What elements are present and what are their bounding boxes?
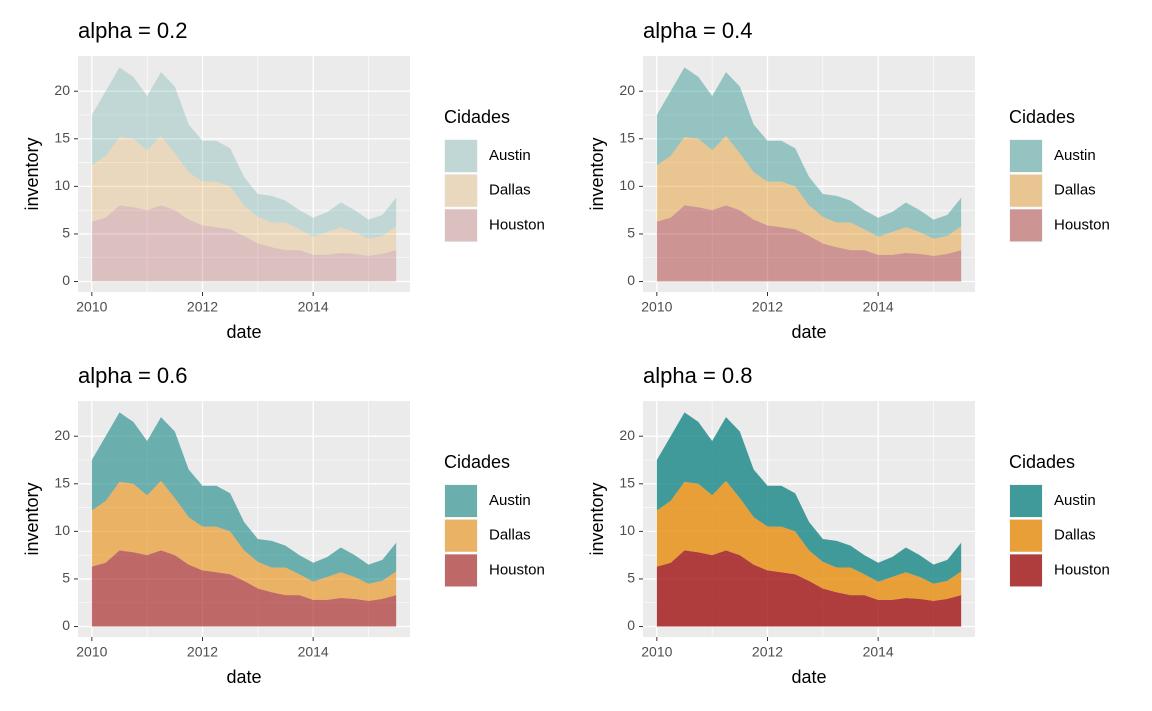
chart-title: alpha = 0.8 bbox=[643, 363, 752, 388]
legend-label: Dallas bbox=[489, 182, 531, 199]
legend-key bbox=[445, 174, 477, 207]
y-axis-title: inventory bbox=[22, 482, 42, 555]
legend-label: Houston bbox=[1054, 216, 1110, 233]
y-tick-label: 0 bbox=[627, 617, 635, 633]
x-tick-label: 2014 bbox=[863, 644, 894, 660]
area bbox=[656, 480, 962, 601]
legend-key bbox=[445, 519, 477, 552]
legend-key bbox=[445, 140, 477, 172]
y-tick-label: 15 bbox=[54, 474, 70, 490]
legend-title: Cidades bbox=[444, 452, 510, 472]
legend-key bbox=[1010, 209, 1042, 242]
y-axis-title: inventory bbox=[587, 482, 607, 555]
legend-label: Austin bbox=[1054, 147, 1096, 164]
legend-key bbox=[445, 209, 477, 242]
y-tick-label: 5 bbox=[627, 570, 635, 586]
y-tick-label: 5 bbox=[62, 570, 70, 586]
area bbox=[91, 412, 397, 584]
panel-background bbox=[78, 56, 410, 292]
x-axis-title: date bbox=[226, 667, 261, 687]
y-axis-title: inventory bbox=[587, 137, 607, 210]
legend-title: Cidades bbox=[444, 107, 510, 127]
x-tick-label: 2010 bbox=[641, 299, 672, 315]
y-tick-label: 15 bbox=[54, 129, 70, 145]
y-tick-label: 20 bbox=[619, 82, 635, 98]
area bbox=[91, 205, 397, 282]
legend-label: Austin bbox=[489, 492, 531, 509]
area bbox=[656, 135, 962, 256]
y-tick-label: 20 bbox=[54, 82, 70, 98]
legend-key bbox=[445, 554, 477, 587]
legend-label: Dallas bbox=[1054, 182, 1096, 199]
legend-key-bg bbox=[443, 207, 479, 243]
y-tick-label: 10 bbox=[54, 522, 70, 538]
legend-label: Dallas bbox=[1054, 527, 1096, 544]
x-tick-label: 2010 bbox=[76, 299, 107, 315]
y-tick-label: 5 bbox=[627, 225, 635, 241]
legend-label: Houston bbox=[489, 216, 545, 233]
area bbox=[656, 205, 962, 282]
x-tick-label: 2014 bbox=[298, 299, 329, 315]
chart-title: alpha = 0.6 bbox=[78, 363, 187, 388]
chart-title: alpha = 0.4 bbox=[643, 18, 752, 43]
area bbox=[656, 67, 962, 239]
y-tick-label: 10 bbox=[619, 522, 635, 538]
x-tick-label: 2012 bbox=[187, 644, 218, 660]
legend-title: Cidades bbox=[1009, 452, 1075, 472]
y-tick-label: 5 bbox=[62, 225, 70, 241]
panel-background bbox=[643, 56, 975, 292]
legend-label: Dallas bbox=[489, 527, 531, 544]
legend-label: Austin bbox=[1054, 492, 1096, 509]
x-tick-label: 2014 bbox=[863, 299, 894, 315]
x-tick-label: 2010 bbox=[641, 644, 672, 660]
y-tick-label: 15 bbox=[619, 474, 635, 490]
x-tick-label: 2012 bbox=[187, 299, 218, 315]
y-tick-label: 10 bbox=[54, 177, 70, 193]
area bbox=[656, 412, 962, 584]
x-axis-title: date bbox=[226, 322, 261, 342]
x-tick-label: 2014 bbox=[298, 644, 329, 660]
legend-key-bg bbox=[443, 173, 479, 209]
area bbox=[91, 67, 397, 239]
legend-label: Houston bbox=[489, 561, 545, 578]
x-tick-label: 2012 bbox=[752, 299, 783, 315]
y-tick-label: 20 bbox=[54, 427, 70, 443]
area bbox=[656, 550, 962, 627]
y-tick-label: 15 bbox=[619, 129, 635, 145]
legend-key bbox=[1010, 174, 1042, 207]
legend-title: Cidades bbox=[1009, 107, 1075, 127]
area bbox=[91, 135, 397, 256]
legend-label: Austin bbox=[489, 147, 531, 164]
x-tick-label: 2010 bbox=[76, 644, 107, 660]
legend-key bbox=[1010, 554, 1042, 587]
x-axis-title: date bbox=[791, 322, 826, 342]
legend-key bbox=[1010, 519, 1042, 552]
y-tick-label: 0 bbox=[62, 272, 70, 288]
x-axis-title: date bbox=[791, 667, 826, 687]
y-tick-label: 20 bbox=[619, 427, 635, 443]
legend-key-bg bbox=[1008, 173, 1044, 209]
legend-key-bg bbox=[443, 138, 479, 174]
legend-key-bg bbox=[1008, 138, 1044, 174]
legend-label: Houston bbox=[1054, 561, 1110, 578]
y-tick-label: 0 bbox=[62, 617, 70, 633]
chart-title: alpha = 0.2 bbox=[78, 18, 187, 43]
legend-key bbox=[445, 485, 477, 517]
y-tick-label: 0 bbox=[627, 272, 635, 288]
area bbox=[91, 550, 397, 627]
legend-key bbox=[1010, 485, 1042, 517]
y-axis-title: inventory bbox=[22, 137, 42, 210]
legend-key bbox=[1010, 140, 1042, 172]
legend-key-bg bbox=[1008, 207, 1044, 243]
x-tick-label: 2012 bbox=[752, 644, 783, 660]
area bbox=[91, 480, 397, 601]
y-tick-label: 10 bbox=[619, 177, 635, 193]
